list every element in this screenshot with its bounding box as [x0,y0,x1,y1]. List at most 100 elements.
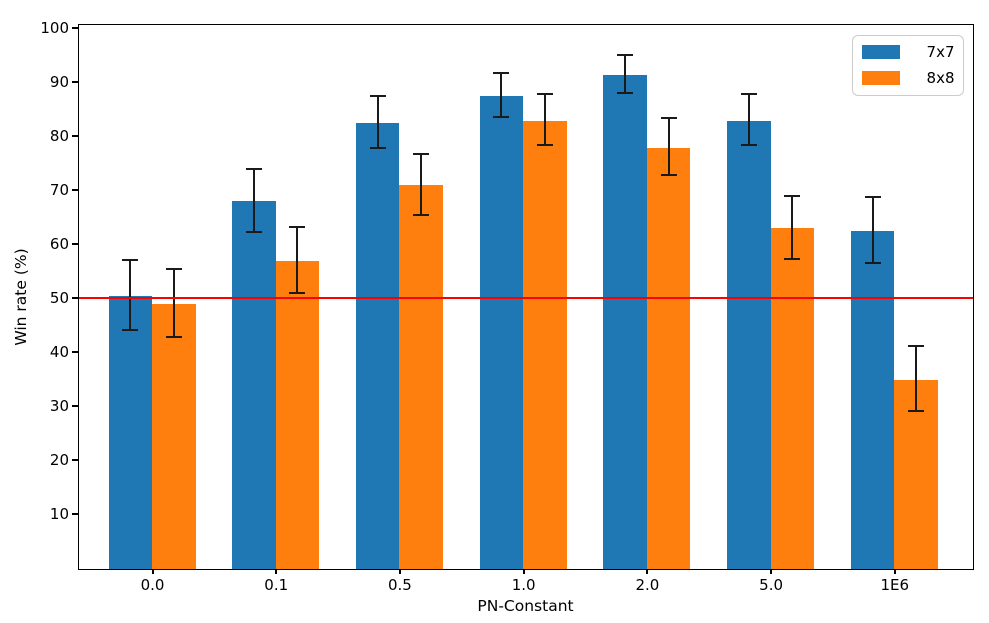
y-tick-label: 100 [40,19,69,38]
bar-8x8-0.0 [152,304,196,569]
x-tick-label: 2.0 [635,576,660,594]
error-bar-cap-bottom [617,91,634,94]
error-bar-cap-top [536,92,553,95]
error-bar-line [791,195,794,260]
y-tick-label: 90 [49,73,69,92]
error-bar-cap-top [493,72,510,75]
x-tick-mark [275,568,278,574]
y-tick-label: 30 [49,397,69,416]
reference-line-50pct [78,296,973,299]
y-tick-label: 20 [49,451,69,470]
error-bar-cap-top [245,167,262,170]
error-bar-cap-top [165,268,182,270]
bar-7x7-0.0 [108,295,152,569]
y-tick-mark [72,243,78,246]
error-bar-cap-bottom [289,291,306,294]
bar-7x7-1.0 [479,96,524,569]
bar-8x8-1.0 [523,120,567,569]
y-tick-label: 60 [49,235,69,254]
error-bar-cap-top [617,53,634,56]
legend-swatch-7x7 [861,45,900,59]
error-bar-line [543,93,546,146]
legend-swatch-8x8 [861,71,900,85]
x-axis-label: PN-Constant [477,597,574,615]
error-bar-cap-bottom [536,144,553,147]
error-bar-line [500,73,503,118]
error-bar-cap-top [413,152,430,155]
x-tick-mark [151,568,154,574]
y-tick-mark [72,27,78,30]
y-tick-mark [72,135,78,138]
error-bar-line [252,168,255,233]
error-bar-cap-top [784,194,801,197]
x-tick-label: 0.0 [140,576,165,594]
error-bar-cap-bottom [908,409,925,412]
error-bar-line [667,118,670,175]
error-bar-line [624,54,627,93]
y-tick-mark [72,351,78,354]
x-tick-mark [522,568,525,574]
legend: 7x7 8x8 [851,34,964,96]
y-tick-mark [72,189,78,192]
y-tick-mark [72,81,78,84]
y-tick-label: 40 [49,343,69,362]
x-tick-label: 1.0 [511,576,536,594]
y-tick-mark [72,297,78,300]
error-bar-cap-top [122,258,139,261]
y-tick-mark [72,513,78,516]
error-bar-cap-top [908,345,925,348]
legend-label-7x7: 7x7 [926,42,955,61]
x-tick-mark [893,568,896,574]
x-tick-label: 5.0 [759,576,784,594]
error-bar-cap-bottom [864,262,881,265]
x-tick-label: 1E6 [880,576,910,594]
error-bar-line [129,259,132,330]
error-bar-cap-top [864,196,881,199]
error-bar-line [747,94,750,145]
x-tick-label: 0.5 [388,576,412,594]
error-bar-cap-bottom [413,214,430,217]
y-tick-mark [72,459,78,462]
legend-label-8x8: 8x8 [926,68,955,87]
legend-entry-8x8: 8x8 [861,68,955,87]
error-bar-cap-bottom [660,173,677,176]
legend-entry-7x7: 7x7 [861,42,955,61]
bar-8x8-0.5 [399,185,443,569]
error-bar-cap-bottom [369,147,386,150]
error-bar-line [376,96,379,149]
bar-7x7-5.0 [727,120,771,569]
error-bar-cap-top [660,117,677,120]
bar-8x8-2.0 [646,147,691,569]
x-tick-mark [770,568,773,574]
error-bar-cap-bottom [784,258,801,261]
error-bar-line [871,197,874,264]
bar-7x7-0.5 [355,123,400,569]
plot-area: 7x7 8x8 [77,23,974,570]
error-bar-cap-bottom [245,231,262,234]
bar-7x7-0.1 [232,201,276,569]
y-tick-label: 10 [49,505,69,524]
error-bar-line [172,269,175,337]
x-tick-mark [646,568,649,574]
bar-8x8-5.0 [770,228,815,569]
error-bar-cap-top [369,95,386,98]
y-tick-label: 80 [49,127,69,146]
error-bar-cap-bottom [740,143,757,146]
bar-8x8-0.1 [275,260,320,569]
bar-7x7-1E6 [850,231,895,569]
error-bar-line [296,226,299,293]
x-tick-label: 0.1 [264,576,289,594]
error-bar-cap-bottom [122,329,139,331]
error-bar-line [420,153,423,216]
y-tick-label: 50 [49,289,69,308]
error-bar-cap-bottom [165,336,182,339]
y-tick-label: 70 [49,181,69,200]
bar-7x7-2.0 [603,74,647,569]
y-tick-mark [72,405,78,408]
error-bar-cap-bottom [493,116,510,119]
error-bar-line [915,346,918,411]
error-bar-cap-top [740,93,757,96]
error-bar-cap-top [289,225,306,228]
x-tick-mark [398,568,401,574]
